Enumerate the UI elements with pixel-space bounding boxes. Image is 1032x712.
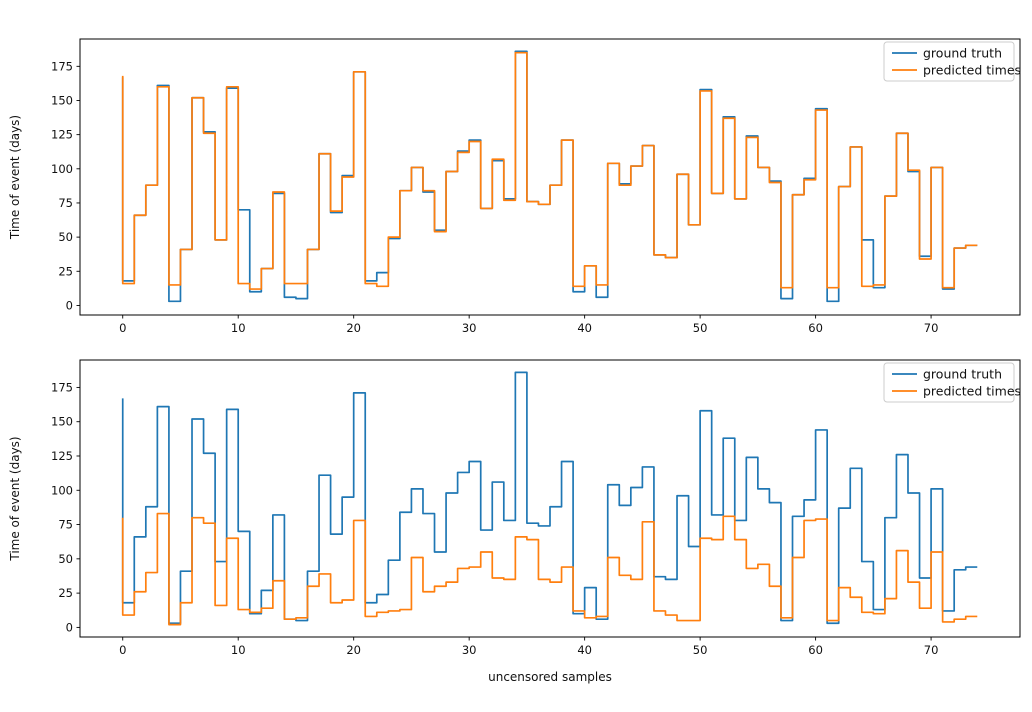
y-tick-label: 25 xyxy=(58,264,73,278)
x-tick-label: 20 xyxy=(346,643,361,657)
y-tick-label: 175 xyxy=(51,59,73,73)
legend-label: predicted times xyxy=(923,384,1021,399)
x-tick-label: 0 xyxy=(119,643,126,657)
y-tick-label: 0 xyxy=(66,620,73,634)
x-axis-label: uncensored samples xyxy=(488,670,612,684)
x-tick-label: 0 xyxy=(119,321,126,335)
y-tick-label: 125 xyxy=(51,128,73,142)
legend-label: ground truth xyxy=(923,367,1002,382)
y-tick-label: 0 xyxy=(66,298,73,312)
y-tick-label: 50 xyxy=(58,552,73,566)
y-tick-label: 175 xyxy=(51,380,73,394)
x-tick-label: 20 xyxy=(346,321,361,335)
y-axis-label: Time of event (days) xyxy=(8,115,22,240)
axes-frame xyxy=(79,359,1021,638)
x-tick-label: 10 xyxy=(231,643,246,657)
top-chart: 0 10 20 30 40 50 60 70 0 25 50 75 100 125 150 175 Time o… xyxy=(8,38,1021,335)
legend-label: predicted times xyxy=(923,63,1021,78)
x-tick-label: 40 xyxy=(577,643,592,657)
x-tick-label: 10 xyxy=(231,321,246,335)
y-tick-label: 75 xyxy=(58,518,73,532)
predicted-times-line xyxy=(121,512,978,626)
y-tick-label: 75 xyxy=(58,196,73,210)
x-tick-label: 70 xyxy=(924,321,939,335)
x-tick-label: 70 xyxy=(924,643,939,657)
y-tick-label: 150 xyxy=(51,93,73,107)
x-tick-label: 50 xyxy=(693,643,708,657)
x-tick-label: 50 xyxy=(693,321,708,335)
y-tick-label: 25 xyxy=(58,586,73,600)
ground-truth-line xyxy=(121,371,978,625)
x-tick-label: 60 xyxy=(808,643,823,657)
x-tick-label: 60 xyxy=(808,321,823,335)
y-tick-label: 100 xyxy=(51,483,73,497)
y-tick-label: 100 xyxy=(51,162,73,176)
axes-frame xyxy=(79,38,1021,316)
legend-box xyxy=(883,362,1015,403)
bottom-chart: 0 10 20 30 40 50 60 70 0 25 50 75 100 125 150 175 Time o… xyxy=(8,359,1021,684)
x-tick-label: 30 xyxy=(462,643,477,657)
legend-label: ground truth xyxy=(923,46,1002,61)
x-tick-label: 40 xyxy=(577,321,592,335)
y-tick-label: 150 xyxy=(51,415,73,429)
predicted-times-line xyxy=(121,51,978,290)
ground-truth-line xyxy=(121,50,978,303)
legend: ground truth predicted times xyxy=(883,362,1021,403)
y-axis-label: Time of event (days) xyxy=(8,436,22,561)
y-tick-label: 125 xyxy=(51,449,73,463)
legend-box xyxy=(883,41,1015,82)
x-tick-label: 30 xyxy=(462,321,477,335)
y-tick-label: 50 xyxy=(58,230,73,244)
legend: ground truth predicted times xyxy=(883,41,1021,82)
